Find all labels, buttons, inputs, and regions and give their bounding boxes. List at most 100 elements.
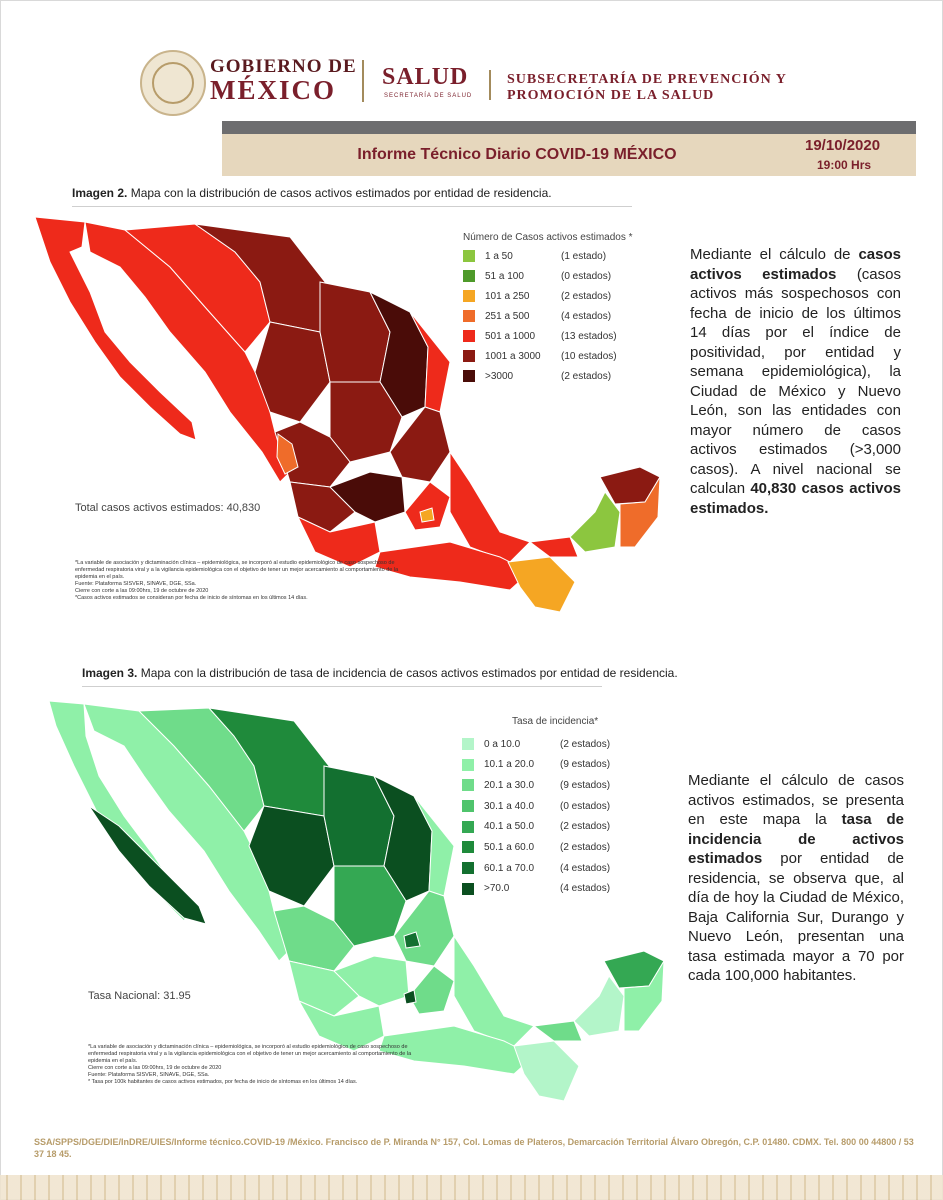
legend-range: 1 a 50 (485, 250, 513, 262)
legend-swatch (463, 270, 475, 282)
legend-item: 10.1 a 20.0 (9 estados) (462, 758, 662, 773)
legend-range: 1001 a 3000 (485, 350, 541, 362)
legend-swatch (462, 862, 474, 875)
map2-legend-title: Tasa de incidencia* (512, 716, 599, 727)
report-date: 19/10/2020 (805, 137, 881, 154)
legend-range: 10.1 a 20.0 (484, 759, 535, 771)
legend-swatch (462, 820, 474, 833)
caption-rule (72, 206, 632, 207)
legend-item: >70.0 (4 estados) (462, 882, 662, 897)
paragraph-bold: casos activos estimados (690, 246, 901, 283)
legend-count: (2 estados) (560, 738, 611, 750)
gobierno-line2: MÉXICO (210, 75, 336, 105)
legend-count: (4 estados) (560, 862, 611, 874)
map2-note: *La variable de asociación y dictaminaci… (88, 1044, 412, 1064)
map2-legend: 0 a 10.0 (2 estados) 10.1 a 20.0 (9 estado… (462, 738, 662, 897)
map1-paragraph: Mediante el cálculo de casos activos est… (690, 245, 901, 518)
map1-note: *La variable de asociación y dictaminaci… (75, 560, 399, 580)
legend-count: (1 estado) (561, 250, 607, 262)
legend-range: >70.0 (484, 883, 510, 895)
legend-swatch (462, 738, 474, 750)
legend-range: >3000 (485, 370, 514, 382)
report-title: Informe Técnico Diario COVID-19 MÉXICO (357, 146, 677, 163)
legend-swatch (463, 330, 475, 342)
salud-logo-text: SALUD (382, 64, 469, 90)
paragraph-text: (casos activos más sospechosos con fecha… (690, 265, 901, 498)
paragraph-bold: tasa de incidencia de activos estimados (688, 811, 904, 867)
legend-swatch (462, 882, 474, 895)
footer-address: SSA/SPPS/DGE/DIE/InDRE/UIES/Informe técn… (34, 1137, 914, 1159)
legend-range: 50.1 a 60.0 (484, 841, 535, 853)
map2-total: Tasa Nacional: 31.95 (88, 990, 191, 1002)
legend-swatch (463, 310, 475, 322)
paragraph-bold: 40,830 casos activos estimados. (690, 480, 901, 517)
legend-item: 0 a 10.0 (2 estados) (462, 738, 662, 752)
map1-note: *Casos activos estimados se consideran p… (75, 595, 308, 601)
coat-of-arms-icon (140, 50, 206, 116)
legend-range: 20.1 a 30.0 (484, 779, 535, 791)
legend-count: (0 estados) (561, 270, 612, 282)
legend-swatch (463, 290, 475, 302)
legend-item: 501 a 1000 (13 estados) (463, 330, 663, 344)
legend-range: 30.1 a 40.0 (484, 800, 535, 812)
map1-caption-label: Imagen 2. (72, 186, 128, 200)
paragraph-text: Mediante el cálculo de casos activos est… (688, 772, 904, 828)
map1-legend: 1 a 50 (1 estado) 51 a 100 (0 estados) 101… (463, 250, 663, 384)
map1-caption-text: Mapa con la distribución de casos activo… (127, 186, 552, 200)
gobierno-line1: GOBIERNO DE (210, 56, 357, 77)
legend-range: 101 a 250 (485, 290, 530, 302)
legend-item: 20.1 a 30.0 (9 estados) (462, 779, 662, 793)
legend-swatch (462, 841, 474, 854)
legend-count: (13 estados) (561, 330, 617, 342)
legend-count: (2 estados) (561, 290, 612, 302)
legend-swatch (462, 758, 474, 771)
legend-count: (2 estados) (560, 841, 611, 853)
legend-range: 40.1 a 50.0 (484, 821, 535, 833)
report-time: 19:00 Hrs (817, 158, 872, 172)
legend-item: 101 a 250 (2 estados) (463, 290, 663, 304)
legend-item: 51 a 100 (0 estados) (463, 270, 663, 284)
legend-item: 251 a 500 (4 estados) (463, 310, 663, 324)
legend-swatch (463, 370, 475, 382)
legend-item: 1001 a 3000 (10 estados) (463, 350, 663, 364)
header-divider (489, 70, 491, 100)
legend-count: (4 estados) (561, 310, 612, 322)
coat-of-arms-inner-ring (152, 62, 194, 104)
legend-count: (4 estados) (560, 883, 611, 895)
legend-swatch (462, 800, 474, 813)
map2-caption: Imagen 3. Mapa con la distribución de ta… (82, 666, 678, 680)
legend-item: >3000 (2 estados) (463, 370, 663, 384)
map2-note: * Tasa por 100k habitantes de casos acti… (88, 1079, 358, 1085)
legend-range: 60.1 a 70.0 (484, 862, 535, 874)
legend-item: 60.1 a 70.0 (4 estados) (462, 862, 662, 876)
legend-range: 51 a 100 (485, 270, 524, 282)
legend-count: (0 estados) (560, 800, 611, 812)
legend-item: 30.1 a 40.0 (0 estados) (462, 800, 662, 814)
map2-caption-label: Imagen 3. (82, 666, 138, 680)
legend-swatch (463, 350, 475, 362)
map2-notes: *La variable de asociación y dictaminaci… (88, 1044, 428, 1086)
map2-note: Fuente: Plataforma SISVER, SINAVE, DGE, … (88, 1072, 210, 1078)
legend-item: 40.1 a 50.0 (2 estados) (462, 820, 662, 835)
legend-swatch (462, 779, 474, 792)
subsecretaria-title: SUBSECRETARÍA DE PREVENCIÓN Y PROMOCIÓN … (507, 72, 787, 103)
map1-caption: Imagen 2. Mapa con la distribución de ca… (72, 186, 552, 200)
map1-total: Total casos activos estimados: 40,830 (75, 502, 261, 514)
paragraph-text: por entidad de residencia, se observa qu… (688, 850, 904, 984)
paragraph-text: Mediante el cálculo de (690, 246, 859, 263)
salud-subtitle: SECRETARÍA DE SALUD (384, 93, 473, 99)
legend-count: (10 estados) (561, 350, 617, 362)
legend-count: (2 estados) (560, 821, 611, 833)
legend-item: 1 a 50 (1 estado) (463, 250, 663, 264)
map2-note: Cierre con corte a las 09:00hrs, 19 de o… (88, 1065, 222, 1071)
legend-count: (2 estados) (561, 370, 612, 382)
header-divider (362, 60, 364, 102)
map1-legend-title: Número de Casos activos estimados * (463, 232, 633, 243)
map2-paragraph: Mediante el cálculo de casos activos est… (688, 771, 904, 986)
legend-range: 501 a 1000 (485, 330, 536, 342)
map2-choropleth (48, 700, 665, 1102)
legend-swatch (463, 250, 475, 262)
legend-item: 50.1 a 60.0 (2 estados) (462, 841, 662, 855)
caption-rule (82, 686, 602, 687)
map1-notes: *La variable de asociación y dictaminaci… (75, 560, 415, 602)
